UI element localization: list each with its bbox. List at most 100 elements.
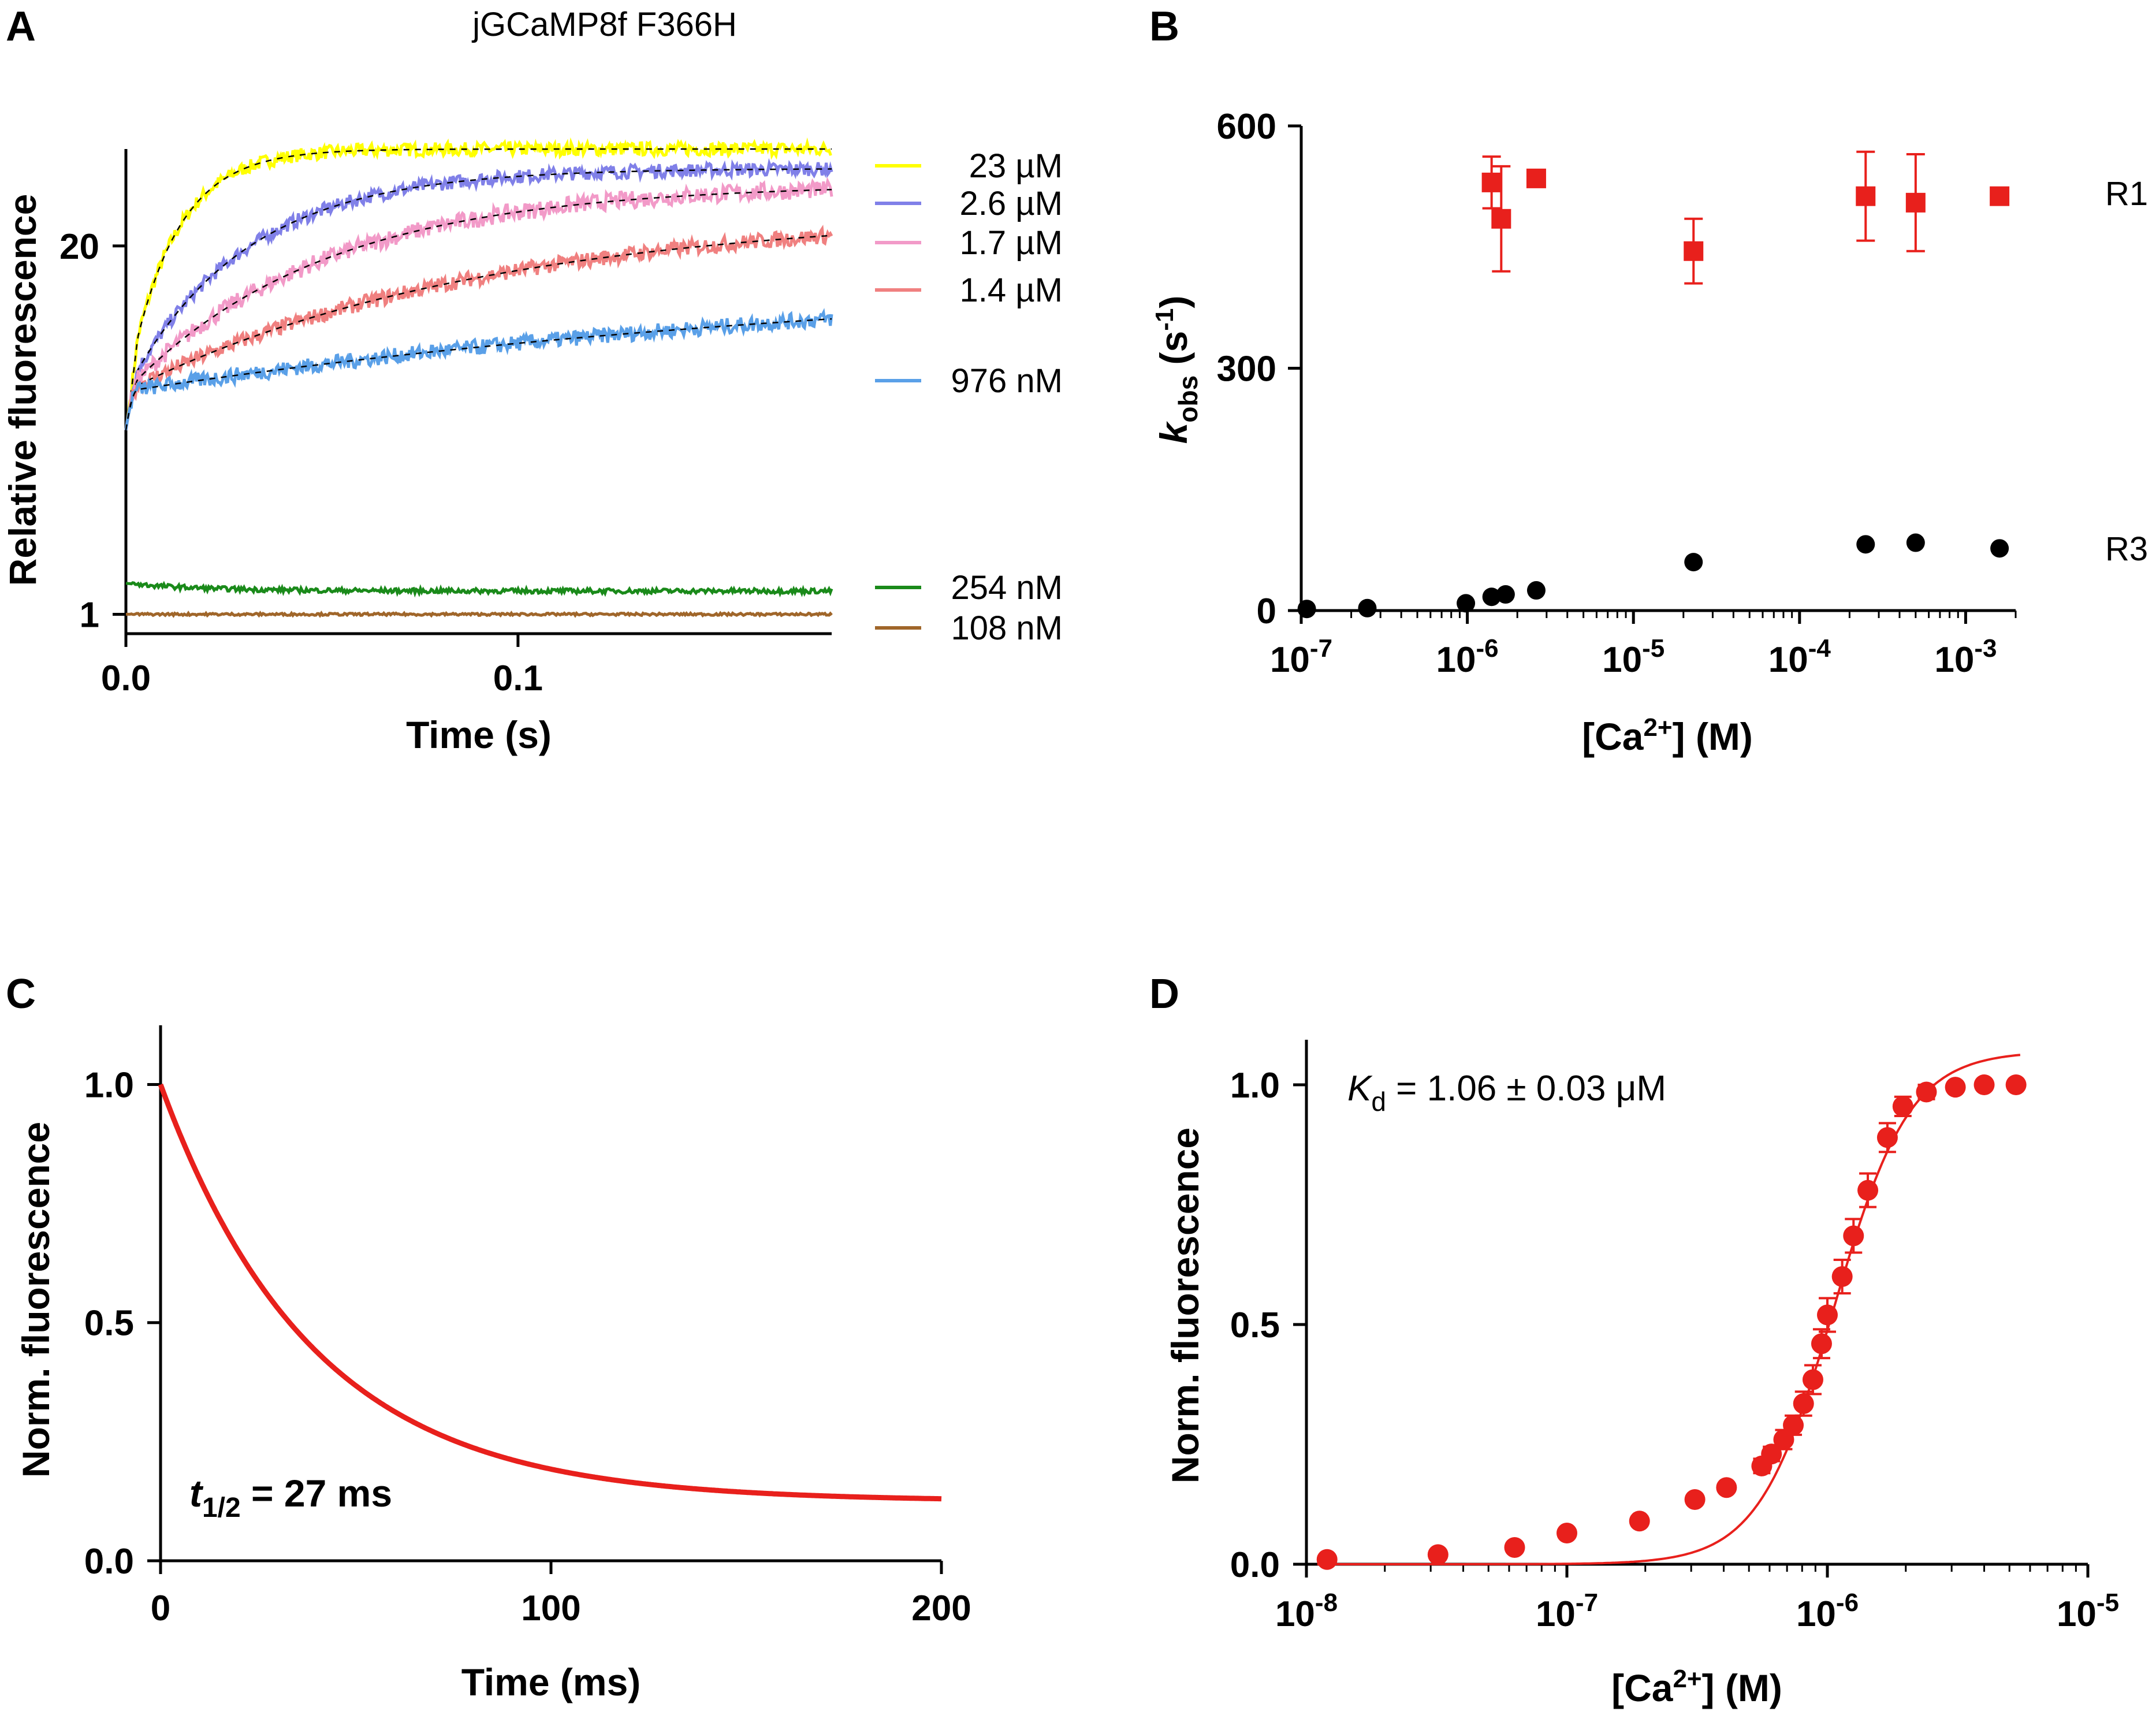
a-series-line [124,308,833,430]
panel-a-letter: A [6,3,36,50]
d-points-group [1316,1074,2027,1570]
c-x-tick-label: 200 [911,1588,971,1628]
d-x-title-pre: [Ca [1611,1666,1674,1709]
d-data-point [1316,1549,1338,1570]
b-x-tick-label-base: 10 [1768,640,1808,680]
b-r3-point [1684,553,1703,572]
d-y-axis-title: Norm. fluorescence [1164,1128,1207,1483]
d-x-tick-label-exponent: -6 [1836,1588,1859,1617]
c-y-tick-label: 1.0 [84,1065,134,1105]
b-y-title-post: ) [1152,296,1195,308]
a-x-tick-label: 0.1 [493,659,543,698]
a-fit-line [125,168,832,430]
b-y-title-k: k [1152,421,1195,444]
panel-a-title: jGCaMP8f F366H [471,6,737,43]
b-r1-point [1491,209,1511,229]
b-y-tick-label: 600 [1217,107,1276,147]
c-y-tick-label: 0.5 [84,1304,134,1344]
d-data-point [1793,1393,1814,1414]
a-series-line [124,137,832,430]
d-x-title-post: ] (M) [1702,1666,1782,1709]
d-x-tick-label: 10-5 [2057,1588,2119,1634]
b-r1-point [1856,186,1876,206]
panel-d: D 10-8 10-7 10-6 10-50.00.51.0 Kd = 1.06 ± … [1149,971,2119,1709]
c-x-axis-title: Time (ms) [461,1661,641,1703]
c-y-tick-label: 0.0 [84,1542,134,1582]
a-ticks: 0.0 0.1 1 20 [59,227,543,698]
b-y-tick-label: 300 [1217,349,1276,389]
b-r3-point [1457,594,1476,613]
a-y-tick-label: 1 [80,595,99,635]
b-x-tick-label-exponent: -5 [1642,634,1665,663]
panel-b-letter: B [1149,3,1179,50]
b-r3-point [1990,539,2009,558]
c-x-tick-label: 0 [151,1588,170,1628]
d-x-tick-label-base: 10 [2057,1594,2097,1634]
b-r3-point [1496,585,1515,604]
d-annot-sub: d [1371,1087,1386,1117]
a-fit-line [125,188,832,430]
d-data-point [1892,1096,1913,1117]
b-x-tick-label-base: 10 [1270,640,1310,680]
d-data-point [1629,1511,1650,1532]
b-x-tick-label: 10-5 [1602,634,1665,680]
a-legend-label: 108 nM [951,609,1063,647]
b-r3-point [1358,598,1377,617]
d-y-tick-label: 1.0 [1230,1066,1280,1106]
d-data-point [1802,1369,1823,1390]
d-annot-rest: = 1.06 ± 0.03 μM [1386,1069,1666,1108]
d-data-point [1973,1074,1995,1095]
d-annot-k: K [1347,1069,1373,1108]
b-r1-point [1481,172,1502,192]
d-x-tick-label: 10-6 [1796,1588,1859,1634]
b-r1-point [1684,241,1704,261]
a-legend-label: 1.4 µM [960,271,1063,309]
a-series-line [124,177,833,430]
b-x-axis-title: [Ca2+] (M) [1582,713,1753,758]
d-kd-annotation: Kd = 1.06 ± 0.03 μM [1347,1069,1666,1117]
d-x-tick-label-exponent: -7 [1576,1588,1598,1617]
d-data-point [1684,1489,1706,1510]
b-x-tick-label-exponent: -6 [1476,634,1499,663]
b-y-title-sup: -1 [1150,308,1179,331]
b-r3-point [1906,533,1925,552]
a-x-axis-title: Time (s) [406,713,552,756]
d-x-tick-label-exponent: -5 [2097,1588,2119,1617]
b-x-tick-label: 10-3 [1934,634,1997,680]
a-fit-line [125,235,832,430]
b-r1-point [1990,186,2010,206]
b-r3-point [1856,535,1875,554]
d-x-tick-label: 10-8 [1275,1588,1338,1634]
d-x-tick-label-base: 10 [1796,1594,1836,1634]
b-x-tick-label: 10-4 [1768,634,1831,680]
panel-c: C 0 100 200 0.0 0.5 1.0 t1/2 = 27 ms Time (ms… [6,971,971,1703]
d-x-tick-label-base: 10 [1536,1594,1576,1634]
d-data-point [1831,1266,1853,1287]
a-series-group [124,137,833,618]
a-fit-line [125,318,832,430]
c-decay-line [158,1083,942,1502]
d-x-tick-label: 10-7 [1536,1588,1598,1634]
a-x-tick-label: 0.0 [101,659,151,698]
c-ticks: 0 100 200 0.0 0.5 1.0 [84,1065,971,1628]
a-y-tick-label: 20 [59,227,99,267]
d-data-point [1817,1304,1838,1326]
d-data-point [1783,1415,1804,1436]
d-data-point [1716,1477,1737,1498]
b-points-group [1297,150,2010,619]
d-x-tick-label-base: 10 [1275,1594,1315,1634]
d-y-tick-label: 0.5 [1230,1305,1280,1345]
d-data-point [1843,1225,1864,1247]
a-legend-label: 254 nM [951,569,1063,607]
b-x-tick-label: 10-7 [1270,634,1332,680]
b-r3-point [1297,600,1316,619]
c-y-axis-title: Norm. fluorescence [14,1122,57,1478]
a-series-line [126,610,833,618]
b-x-tick-label: 10-6 [1436,634,1499,680]
b-r3-point [1482,587,1501,607]
b-x-tick-label-exponent: -3 [1974,634,1997,663]
a-legend-label: 1.7 µM [960,224,1063,262]
